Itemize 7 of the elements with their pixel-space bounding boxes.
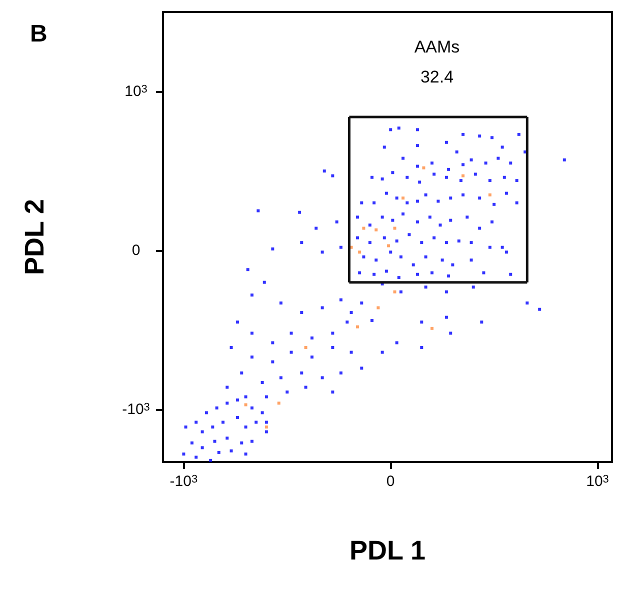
y-tick-label: 0 (132, 242, 140, 260)
x-tick-label: 0 (386, 473, 395, 490)
y-axis-title: PDL 2 (20, 198, 50, 276)
text: B (30, 20, 48, 48)
annotation: 32.4 (420, 68, 454, 86)
x-axis-title: PDL 1 (349, 536, 426, 566)
annotation: AAMs (414, 38, 460, 56)
